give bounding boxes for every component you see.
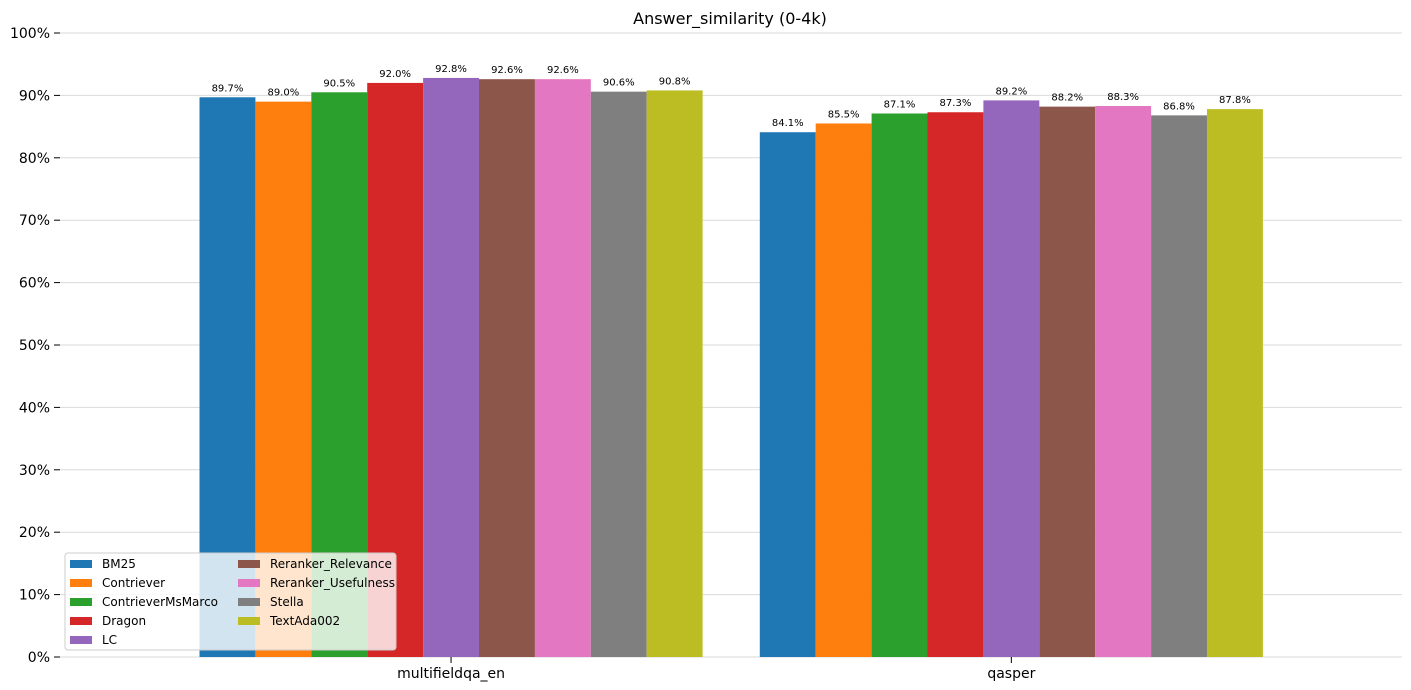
- y-tick-label: 50%: [19, 338, 50, 354]
- y-tick-label: 40%: [19, 400, 50, 416]
- legend-swatch: [70, 560, 92, 568]
- bar-contrievermsmarco: [871, 113, 928, 658]
- legend-label: Reranker_Relevance: [270, 557, 392, 571]
- bar-dragon: [927, 112, 984, 658]
- data-label: 89.7%: [212, 83, 244, 94]
- legend-label: Reranker_Usefulness: [270, 576, 395, 590]
- data-label: 92.0%: [379, 69, 411, 80]
- legend-label: ContrieverMsMarco: [102, 595, 218, 609]
- y-tick-label: 80%: [19, 151, 50, 167]
- data-label: 90.5%: [323, 78, 355, 89]
- y-tick-label: 60%: [19, 276, 50, 292]
- data-label: 90.6%: [603, 78, 635, 89]
- y-tick-label: 10%: [19, 588, 50, 604]
- bar-contriever: [815, 123, 872, 658]
- legend-swatch: [70, 579, 92, 587]
- legend-swatch: [70, 598, 92, 606]
- y-tick-label: 100%: [10, 26, 50, 42]
- data-label: 87.8%: [1219, 95, 1251, 106]
- y-tick-label: 30%: [19, 463, 50, 479]
- data-label: 89.0%: [267, 88, 299, 99]
- y-tick-label: 0%: [28, 650, 50, 666]
- y-tick-label: 70%: [19, 213, 50, 229]
- bar-lc: [983, 100, 1040, 658]
- bar-stella: [590, 91, 647, 657]
- legend-label: LC: [102, 633, 117, 647]
- bar-bm25: [759, 132, 816, 657]
- legend-label: TextAda002: [269, 614, 340, 628]
- bar-textada002: [646, 90, 703, 657]
- bar-reranker-usefulness: [534, 79, 591, 657]
- legend-label: Dragon: [102, 614, 146, 628]
- data-label: 86.8%: [1163, 101, 1195, 112]
- data-label: 92.6%: [491, 65, 523, 76]
- data-label: 88.3%: [1107, 92, 1139, 103]
- y-tick-label: 90%: [19, 88, 50, 104]
- bar-reranker-usefulness: [1095, 106, 1152, 658]
- data-label: 92.8%: [435, 64, 467, 75]
- bar-lc: [423, 77, 480, 658]
- legend-label: BM25: [102, 557, 136, 571]
- y-tick-label: 20%: [19, 525, 50, 541]
- legend-swatch: [238, 579, 260, 587]
- bar-reranker-relevance: [479, 79, 535, 657]
- legend-swatch: [70, 636, 92, 644]
- legend-swatch: [238, 617, 260, 625]
- legend-swatch: [70, 617, 92, 625]
- bar-stella: [1151, 115, 1207, 658]
- bar-reranker-relevance: [1039, 106, 1096, 657]
- data-label: 90.8%: [659, 76, 691, 87]
- legend: BM25 Contriever ContrieverMsMarco Dragon LC R…: [64, 552, 397, 651]
- y-axis: 0% 10% 20% 30% 40% 50% 60% 70% 80% 90% 100%: [10, 26, 60, 666]
- legend-box: [64, 552, 397, 651]
- x-tick-label: qasper: [987, 666, 1035, 682]
- legend-label: Contriever: [102, 576, 165, 590]
- chart-title: Answer_similarity (0-4k): [633, 9, 827, 29]
- legend-swatch: [238, 598, 260, 606]
- data-label: 85.5%: [828, 109, 860, 120]
- legend-label: Stella: [270, 595, 304, 609]
- data-label: 92.6%: [547, 65, 579, 76]
- x-axis: multifieldqa_en qasper: [397, 657, 1036, 682]
- data-label: 88.2%: [1051, 93, 1083, 104]
- data-label: 89.2%: [995, 86, 1027, 97]
- data-label: 84.1%: [772, 118, 804, 129]
- data-label: 87.1%: [884, 99, 916, 110]
- legend-swatch: [238, 560, 260, 568]
- data-label: 87.3%: [940, 98, 972, 109]
- bar-textada002: [1206, 109, 1263, 658]
- x-tick-label: multifieldqa_en: [397, 666, 505, 682]
